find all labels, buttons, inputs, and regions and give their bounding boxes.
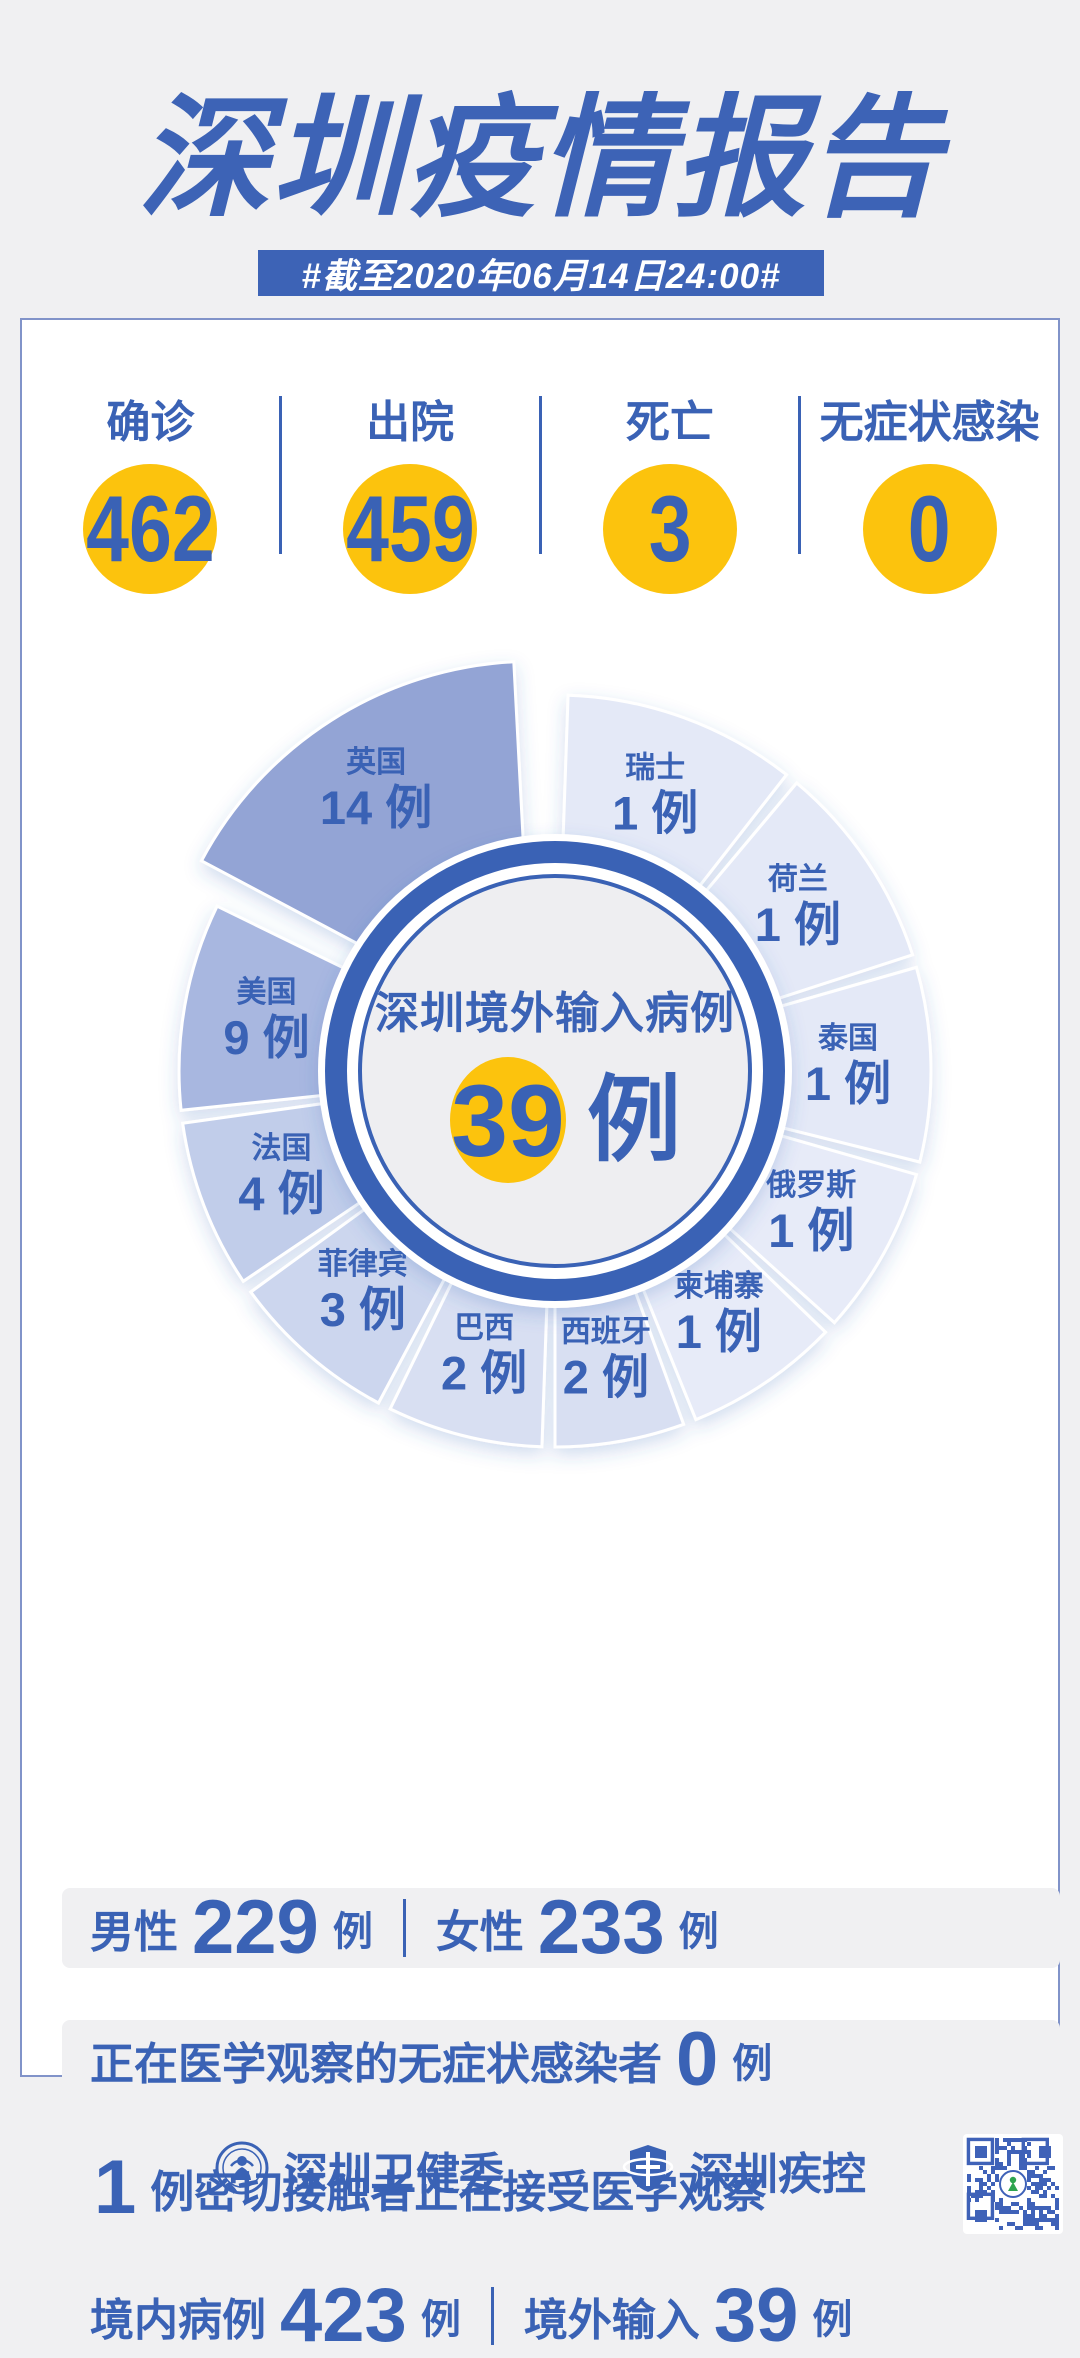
slice-count-label: 1 例 xyxy=(755,898,841,951)
pie-total-value: 39 xyxy=(451,1064,564,1178)
stat-value: 3 xyxy=(648,476,692,581)
slice-country-label: 菲律宾 xyxy=(318,1248,408,1281)
slice-country-label: 法国 xyxy=(252,1132,312,1165)
stat-value: 459 xyxy=(345,476,475,581)
asymptomatic-label: 正在医学观察的无症状感染者 xyxy=(90,2040,662,2089)
domestic-value: 423 xyxy=(280,2273,407,2358)
date-banner-text: #截至2020年06月14日24:00# xyxy=(301,256,781,296)
slice-count-label: 14 例 xyxy=(320,781,432,834)
health-commission-logo-icon xyxy=(214,2140,270,2201)
imported-label: 境外输入 xyxy=(523,2296,700,2345)
stat-value-circle: 462 xyxy=(83,464,218,594)
pie-title: 深圳境外输入病例 xyxy=(375,989,735,1038)
female-value: 233 xyxy=(537,1885,665,1970)
stat-value: 0 xyxy=(908,476,952,581)
slice-country-label: 瑞士 xyxy=(625,752,685,785)
stat-value-circle: 0 xyxy=(862,464,997,594)
slice-count-label: 3 例 xyxy=(320,1283,406,1336)
stat-label: 出院 xyxy=(366,398,455,447)
summary-stats-row: 确诊 462 出院 459 死亡 3 无症状感染 0 xyxy=(22,386,1058,594)
case-origin-bar: 境内病例 423 例 境外输入 39 例 xyxy=(62,2276,1060,2356)
qr-code xyxy=(963,2134,1063,2234)
pie-center: 深圳境外输入病例 39 例 xyxy=(318,834,792,1308)
stat-deaths: 死亡 3 xyxy=(542,386,799,594)
total-highlight-circle xyxy=(450,1057,566,1183)
footer: 深圳卫健委 深圳疾控 xyxy=(0,2138,1080,2202)
stat-value-circle: 459 xyxy=(343,464,478,594)
stat-divider xyxy=(538,396,542,554)
center-disc xyxy=(358,874,752,1268)
stat-asymptomatic: 无症状感染 0 xyxy=(801,386,1058,594)
pie-total-unit: 例 xyxy=(587,1067,681,1172)
slice-country-label: 俄罗斯 xyxy=(765,1169,856,1202)
close-contacts-value: 1 xyxy=(94,2145,137,2230)
unit-label: 例 xyxy=(332,1910,373,1954)
slice-count-label: 1 例 xyxy=(768,1204,854,1257)
stat-value: 462 xyxy=(86,476,215,581)
unit-label: 例 xyxy=(420,2298,461,2342)
divider xyxy=(490,2287,494,2345)
slice-count-label: 1 例 xyxy=(805,1057,891,1110)
slice-country-label: 英国 xyxy=(346,746,406,779)
imported-cases-pie-chart: 瑞士 1 例荷兰 1 例泰国 1 例俄罗斯 1 例柬埔寨 1 例西班牙 2 例巴西 2 例菲律… xyxy=(0,620,1080,1520)
slice-count-label: 2 例 xyxy=(441,1346,527,1399)
infographic-page: { "page": { "background": "#f0f0f2", "ac… xyxy=(0,85,1080,2354)
slice-count-label: 2 例 xyxy=(563,1351,649,1404)
slice-count-label: 1 例 xyxy=(676,1305,762,1358)
asymptomatic-observation-bar: 正在医学观察的无症状感染者 0 例 xyxy=(62,2020,1060,2100)
unit-label: 例 xyxy=(732,2042,773,2086)
stat-confirmed: 确诊 462 xyxy=(22,386,279,594)
org-shenzhen-cdc: 深圳疾控 xyxy=(620,2138,866,2202)
unit-label: 例 xyxy=(678,1910,719,1954)
slice-country-label: 西班牙 xyxy=(561,1316,651,1349)
stat-divider xyxy=(278,396,282,554)
cdc-shield-logo-icon xyxy=(620,2140,676,2201)
org-name: 深圳卫健委 xyxy=(284,2150,504,2199)
unit-label: 例 xyxy=(812,2298,853,2342)
slice-count-label: 1 例 xyxy=(612,787,698,840)
male-value: 229 xyxy=(192,1885,319,1970)
page-title: 深圳疫情报告 xyxy=(138,85,942,232)
org-name: 深圳疾控 xyxy=(690,2150,866,2199)
stat-label: 死亡 xyxy=(625,398,714,447)
stat-label: 确诊 xyxy=(106,398,195,447)
domestic-label: 境内病例 xyxy=(90,2296,266,2345)
stat-label: 无症状感染 xyxy=(819,398,1040,447)
slice-country-label: 柬埔寨 xyxy=(674,1269,764,1303)
date-banner: #截至2020年06月14日24:00# xyxy=(258,250,824,296)
org-shenzhen-health-commission: 深圳卫健委 xyxy=(214,2138,504,2202)
stat-divider xyxy=(798,396,802,554)
slice-country-label: 巴西 xyxy=(454,1311,514,1344)
imported-value: 39 xyxy=(713,2273,799,2358)
stat-value-circle: 3 xyxy=(602,464,737,594)
slice-count-label: 9 例 xyxy=(223,1011,309,1064)
female-label: 女性 xyxy=(435,1908,524,1957)
asymptomatic-value: 0 xyxy=(676,2017,719,2102)
slice-country-label: 泰国 xyxy=(818,1022,878,1055)
slice-country-label: 荷兰 xyxy=(768,863,828,896)
slice-country-label: 美国 xyxy=(237,975,297,1009)
male-label: 男性 xyxy=(90,1908,178,1957)
divider xyxy=(402,1899,406,1957)
gender-bar: 男性 229 例 女性 233 例 xyxy=(62,1888,1060,1968)
stat-discharged: 出院 459 xyxy=(282,386,539,594)
slice-count-label: 4 例 xyxy=(238,1167,324,1220)
